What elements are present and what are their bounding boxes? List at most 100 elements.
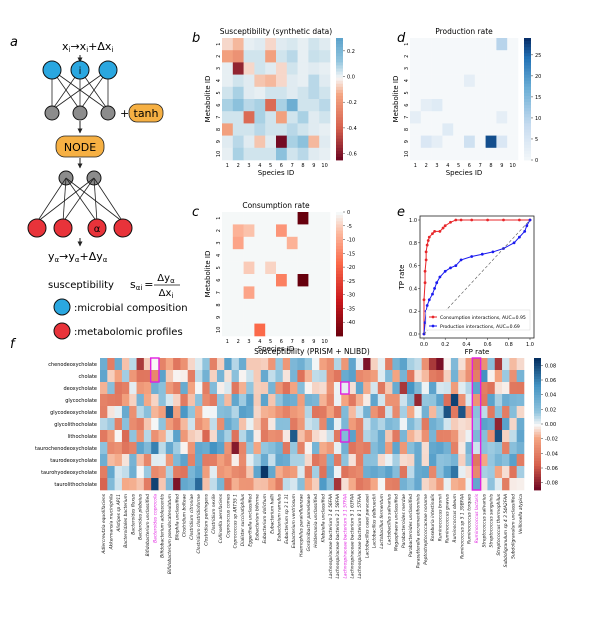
heatmap-cell [319,311,331,324]
heatmap-cell [410,50,422,63]
chart-title: Production rate [435,27,493,36]
heatmap-cell [450,454,459,467]
heatmap-cell [414,466,422,479]
heatmap-cell [297,74,309,88]
heatmap-cell [297,212,309,225]
heatmap-cell [465,430,474,443]
heatmap-cell [246,358,254,371]
hidden-node-1 [44,105,60,121]
heatmap-cell [265,62,277,75]
heatmap-cell [341,370,349,383]
y-axis-label: Metabolite ID [204,76,212,123]
y-tick-label: 6 [404,104,410,107]
roc-data-point [431,292,434,296]
colorbar-segment [534,408,541,412]
colorbar-segment [336,74,343,79]
colorbar-segment [534,424,541,428]
colorbar-segment [336,286,343,290]
heatmap-cell [431,99,443,112]
colorbar-segment [524,77,531,82]
heatmap-cell [275,382,284,395]
colorbar-segment [534,458,541,462]
colorbar-tick-label: -25 [347,279,355,285]
heatmap-cell [151,454,159,467]
heatmap-cell [465,370,474,383]
heatmap-cell [136,478,145,491]
colorbar-segment [534,453,541,457]
heatmap-cell [428,418,437,431]
heatmap-cell [363,466,371,479]
y-tick-label: 5 [404,91,410,94]
heatmap-cell [232,323,244,337]
heatmap-cell [312,358,320,371]
heatmap-cell [485,62,497,75]
y-tick-label: 10 [216,327,222,333]
heatmap-cell [165,406,174,419]
panel-letter-a: a [10,35,18,50]
colorbar-segment [336,261,343,266]
column-label: Clostridium nexile [211,494,217,534]
heatmap-cell [414,430,422,443]
heatmap-cell [282,478,291,491]
colorbar-segment [336,246,343,250]
heatmap-cell [143,442,152,455]
heatmap-cell [304,406,313,419]
heatmap-cell [195,418,203,431]
colorbar-segment [534,381,541,385]
colorbar-segment [534,474,541,478]
heatmap-cell [209,382,218,395]
heatmap-cell [458,466,466,479]
heatmap-cell [297,249,309,262]
heatmap-cell [254,50,266,63]
heatmap-cell [275,358,284,371]
heatmap-cell [363,430,371,443]
chart-title: Consumption rate [242,201,310,210]
heatmap-cell [232,62,244,75]
heatmap-cell [442,86,454,100]
heatmap-cell [224,358,232,371]
heatmap-cell [136,406,145,419]
heatmap-cell [246,478,254,491]
heatmap-cell [472,370,481,383]
heatmap-cell [268,466,276,479]
row-label: taurochenodeoxycholate [35,446,97,452]
heatmap-cell [516,382,525,395]
heatmap-cell [238,430,247,443]
heatmap-cell [224,382,232,395]
heatmap-cell [180,406,189,419]
heatmap-cell [319,298,331,312]
heatmap-cell [286,123,298,136]
heatmap-cell [370,442,379,455]
heatmap-cell [421,358,430,371]
heatmap-cell [341,382,349,395]
colorbar-segment [336,215,343,219]
column-label: Lachnospiraceae bacterium 8 1 57FAA [357,494,363,579]
colorbar-segment [336,68,343,72]
heatmap-cell [173,406,181,419]
heatmap-cell [464,86,476,100]
colorbar-tick-label: -10 [347,238,355,244]
heatmap-cell [453,38,465,51]
heatmap-cell [297,454,305,467]
heatmap-cell [216,430,225,443]
heatmap-cell [370,454,379,467]
heatmap-cell [436,358,444,371]
heatmap-cell [276,99,288,112]
heatmap-cell [420,123,432,136]
heatmap-cell [187,466,196,479]
colorbar-tick-label: 0.06 [545,378,556,384]
row-label: deoxycholate [63,386,97,392]
heatmap-cell [246,382,254,395]
heatmap-cell [173,478,181,491]
heatmap-cell [151,382,159,395]
heatmap-cell [202,406,210,419]
heatmap-cell [472,418,481,431]
heatmap-cell [450,442,459,455]
x-tick-label: 8 [489,163,492,169]
heatmap-cell [421,394,430,407]
roc-data-point [438,275,442,279]
heatmap-cell [319,274,331,287]
heatmap-cell [290,454,298,467]
roc-data-point [425,304,429,307]
colorbar-segment [336,83,343,88]
